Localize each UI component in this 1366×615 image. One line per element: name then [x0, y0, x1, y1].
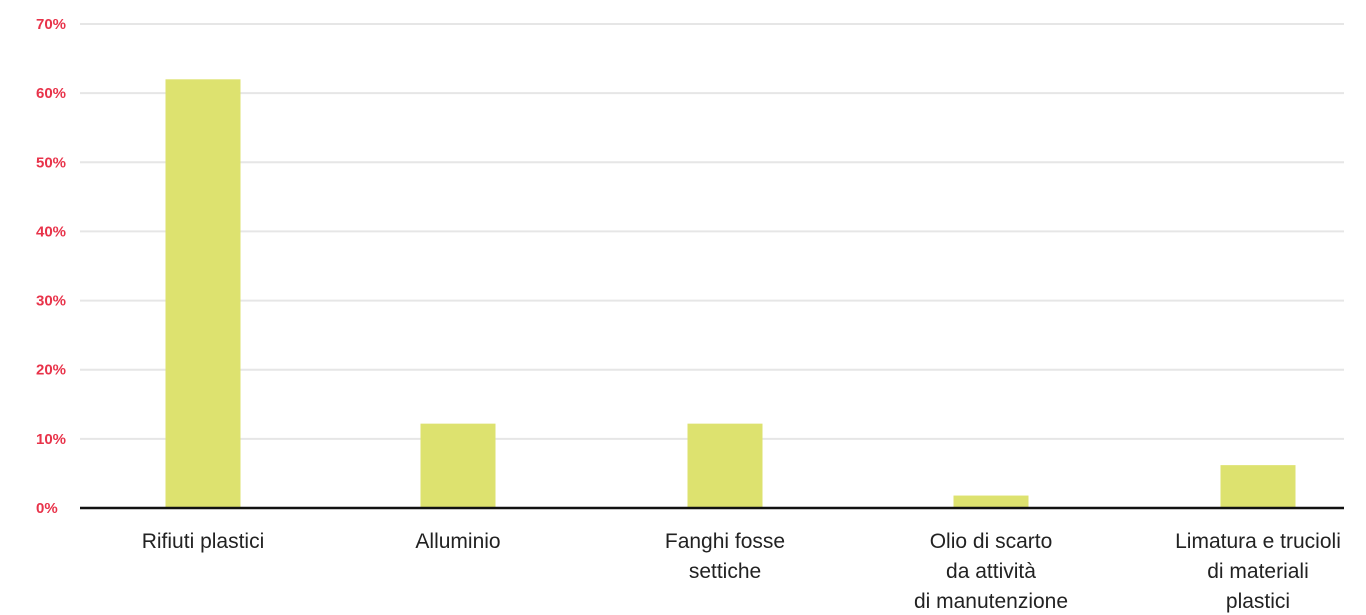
- gridlines: [80, 23, 1344, 440]
- y-tick-label: 10%: [36, 431, 66, 448]
- x-category-label: Fanghi fosse settiche: [665, 530, 785, 583]
- bar: [420, 423, 496, 508]
- bar: [687, 423, 763, 508]
- x-axis-category-labels: Rifiuti plastici Alluminio Fanghi fosse set…: [142, 530, 1341, 613]
- y-tick-label: 0%: [36, 500, 58, 517]
- x-category-label: Rifiuti plastici: [142, 530, 265, 553]
- y-tick-label: 30%: [36, 293, 66, 310]
- bar: [165, 79, 241, 509]
- bar: [1220, 465, 1296, 508]
- x-category-label: Limatura e trucioli di materiali plastici: [1175, 530, 1341, 613]
- y-axis-tick-labels: 0% 10% 20% 30% 40% 50% 60% 70%: [36, 16, 66, 517]
- y-tick-label: 70%: [36, 16, 66, 33]
- y-tick-label: 20%: [36, 362, 66, 379]
- y-tick-label: 40%: [36, 223, 66, 240]
- x-category-label: Olio di scarto da attività di manutenzione: [914, 530, 1068, 613]
- bars: [165, 79, 1296, 509]
- bar: [953, 495, 1029, 508]
- y-tick-label: 50%: [36, 154, 66, 171]
- y-tick-label: 60%: [36, 85, 66, 102]
- x-category-label: Alluminio: [415, 530, 500, 553]
